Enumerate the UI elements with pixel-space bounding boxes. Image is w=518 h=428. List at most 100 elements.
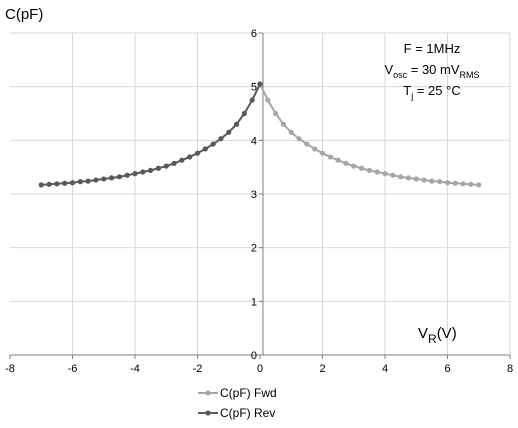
data-point: [468, 181, 474, 187]
series-fwd: [257, 81, 482, 188]
x-tick-label: -8: [5, 363, 15, 375]
data-point: [452, 180, 458, 186]
data-point: [202, 146, 208, 152]
data-point: [155, 165, 162, 171]
data-point: [233, 121, 240, 127]
annotation-rms-sub: RMS: [460, 70, 480, 80]
legend-label-fwd: C(pF) Fwd: [220, 386, 277, 400]
x-tick-label: 6: [444, 363, 450, 375]
data-point: [148, 167, 154, 173]
y-tick-label: 3: [251, 189, 257, 201]
data-point: [351, 163, 357, 169]
annotation-vosc-value: = 30 mV: [407, 62, 460, 77]
y-axis-title: C(pF): [5, 6, 43, 23]
x-tick-label: 2: [319, 363, 325, 375]
annotation-frequency: F = 1MHz: [404, 41, 461, 56]
data-point: [85, 178, 91, 184]
data-point: [210, 141, 216, 147]
data-point: [405, 175, 412, 181]
legend-item-fwd: C(pF) Fwd: [198, 386, 277, 400]
data-point: [54, 181, 60, 187]
data-point: [132, 171, 138, 177]
x-axis-title-main: V: [418, 325, 428, 342]
data-point: [335, 157, 341, 163]
y-tick-label: 6: [251, 28, 257, 40]
data-point: [437, 179, 443, 185]
data-point: [249, 97, 255, 103]
x-tick-labels: -8 -6 -4 -2 0 2 4 6 8: [5, 363, 513, 375]
legend: C(pF) Fwd C(pF) Rev: [198, 386, 277, 420]
data-point: [226, 129, 232, 135]
annotation-vosc-sub: osc: [393, 70, 408, 80]
y-tick-label: 4: [251, 135, 257, 147]
x-tick-label: -2: [193, 363, 203, 375]
data-point: [77, 179, 83, 185]
data-point: [421, 177, 427, 183]
data-point: [304, 141, 310, 147]
data-point: [273, 110, 279, 117]
legend-item-rev: C(pF) Rev: [198, 406, 275, 420]
x-tick-label: -6: [68, 363, 78, 375]
y-tick-label: 1: [251, 296, 257, 308]
data-point: [163, 163, 169, 169]
data-point: [108, 175, 115, 181]
series-group: [38, 81, 482, 188]
y-tick-label: 5: [251, 82, 257, 94]
data-point: [288, 129, 294, 135]
data-point: [319, 150, 326, 156]
data-point: [69, 180, 76, 186]
x-axis-title: VR(V): [418, 325, 457, 346]
data-point: [460, 181, 466, 187]
data-point: [413, 176, 419, 182]
annotation-tj-main: T: [403, 83, 411, 98]
data-point: [398, 174, 404, 180]
data-point: [358, 165, 365, 171]
data-point: [46, 181, 52, 187]
data-point: [187, 154, 193, 160]
data-point: [140, 169, 146, 175]
annotation-vosc: Vosc = 30 mVRMS: [384, 62, 479, 80]
annotation-tj-value: = 25 °C: [413, 83, 460, 98]
data-point: [171, 160, 177, 167]
axes: [9, 32, 511, 359]
data-point: [390, 172, 396, 178]
data-point: [429, 178, 435, 184]
legend-swatch-rev-marker: [205, 410, 211, 416]
data-point: [265, 97, 271, 103]
x-tick-label: 8: [507, 363, 513, 375]
data-point: [116, 174, 122, 180]
x-tick-label: 0: [257, 363, 263, 375]
legend-swatch-fwd-marker: [205, 390, 211, 396]
data-point: [218, 136, 224, 142]
x-axis-title-unit: (V): [437, 325, 457, 342]
test-conditions-annotation: F = 1MHz Vosc = 30 mVRMS Tj = 25 °C: [384, 41, 479, 101]
annotation-tj-sub: j: [410, 91, 413, 101]
x-tick-label: -4: [130, 363, 140, 375]
data-point: [62, 180, 68, 186]
data-point: [194, 150, 201, 156]
y-tick-label: 2: [251, 243, 257, 255]
data-point: [93, 177, 99, 183]
data-point: [312, 146, 318, 152]
data-point: [38, 182, 44, 188]
x-tick-label: 4: [382, 363, 388, 375]
y-tick-labels: 0 1 2 3 4 5 6: [251, 28, 257, 362]
data-point: [444, 180, 451, 186]
data-point: [280, 121, 287, 127]
data-point: [366, 167, 372, 173]
annotation-tj: Tj = 25 °C: [403, 83, 460, 101]
data-point: [296, 136, 302, 142]
y-tick-label: 0: [251, 350, 257, 362]
legend-label-rev: C(pF) Rev: [220, 406, 275, 420]
data-point: [382, 171, 388, 177]
data-point: [343, 160, 349, 167]
data-point: [374, 169, 380, 175]
data-point: [257, 81, 263, 87]
data-point: [124, 172, 130, 178]
data-point: [327, 154, 333, 160]
data-point: [179, 157, 185, 163]
data-point: [101, 176, 107, 182]
data-point: [476, 182, 482, 188]
